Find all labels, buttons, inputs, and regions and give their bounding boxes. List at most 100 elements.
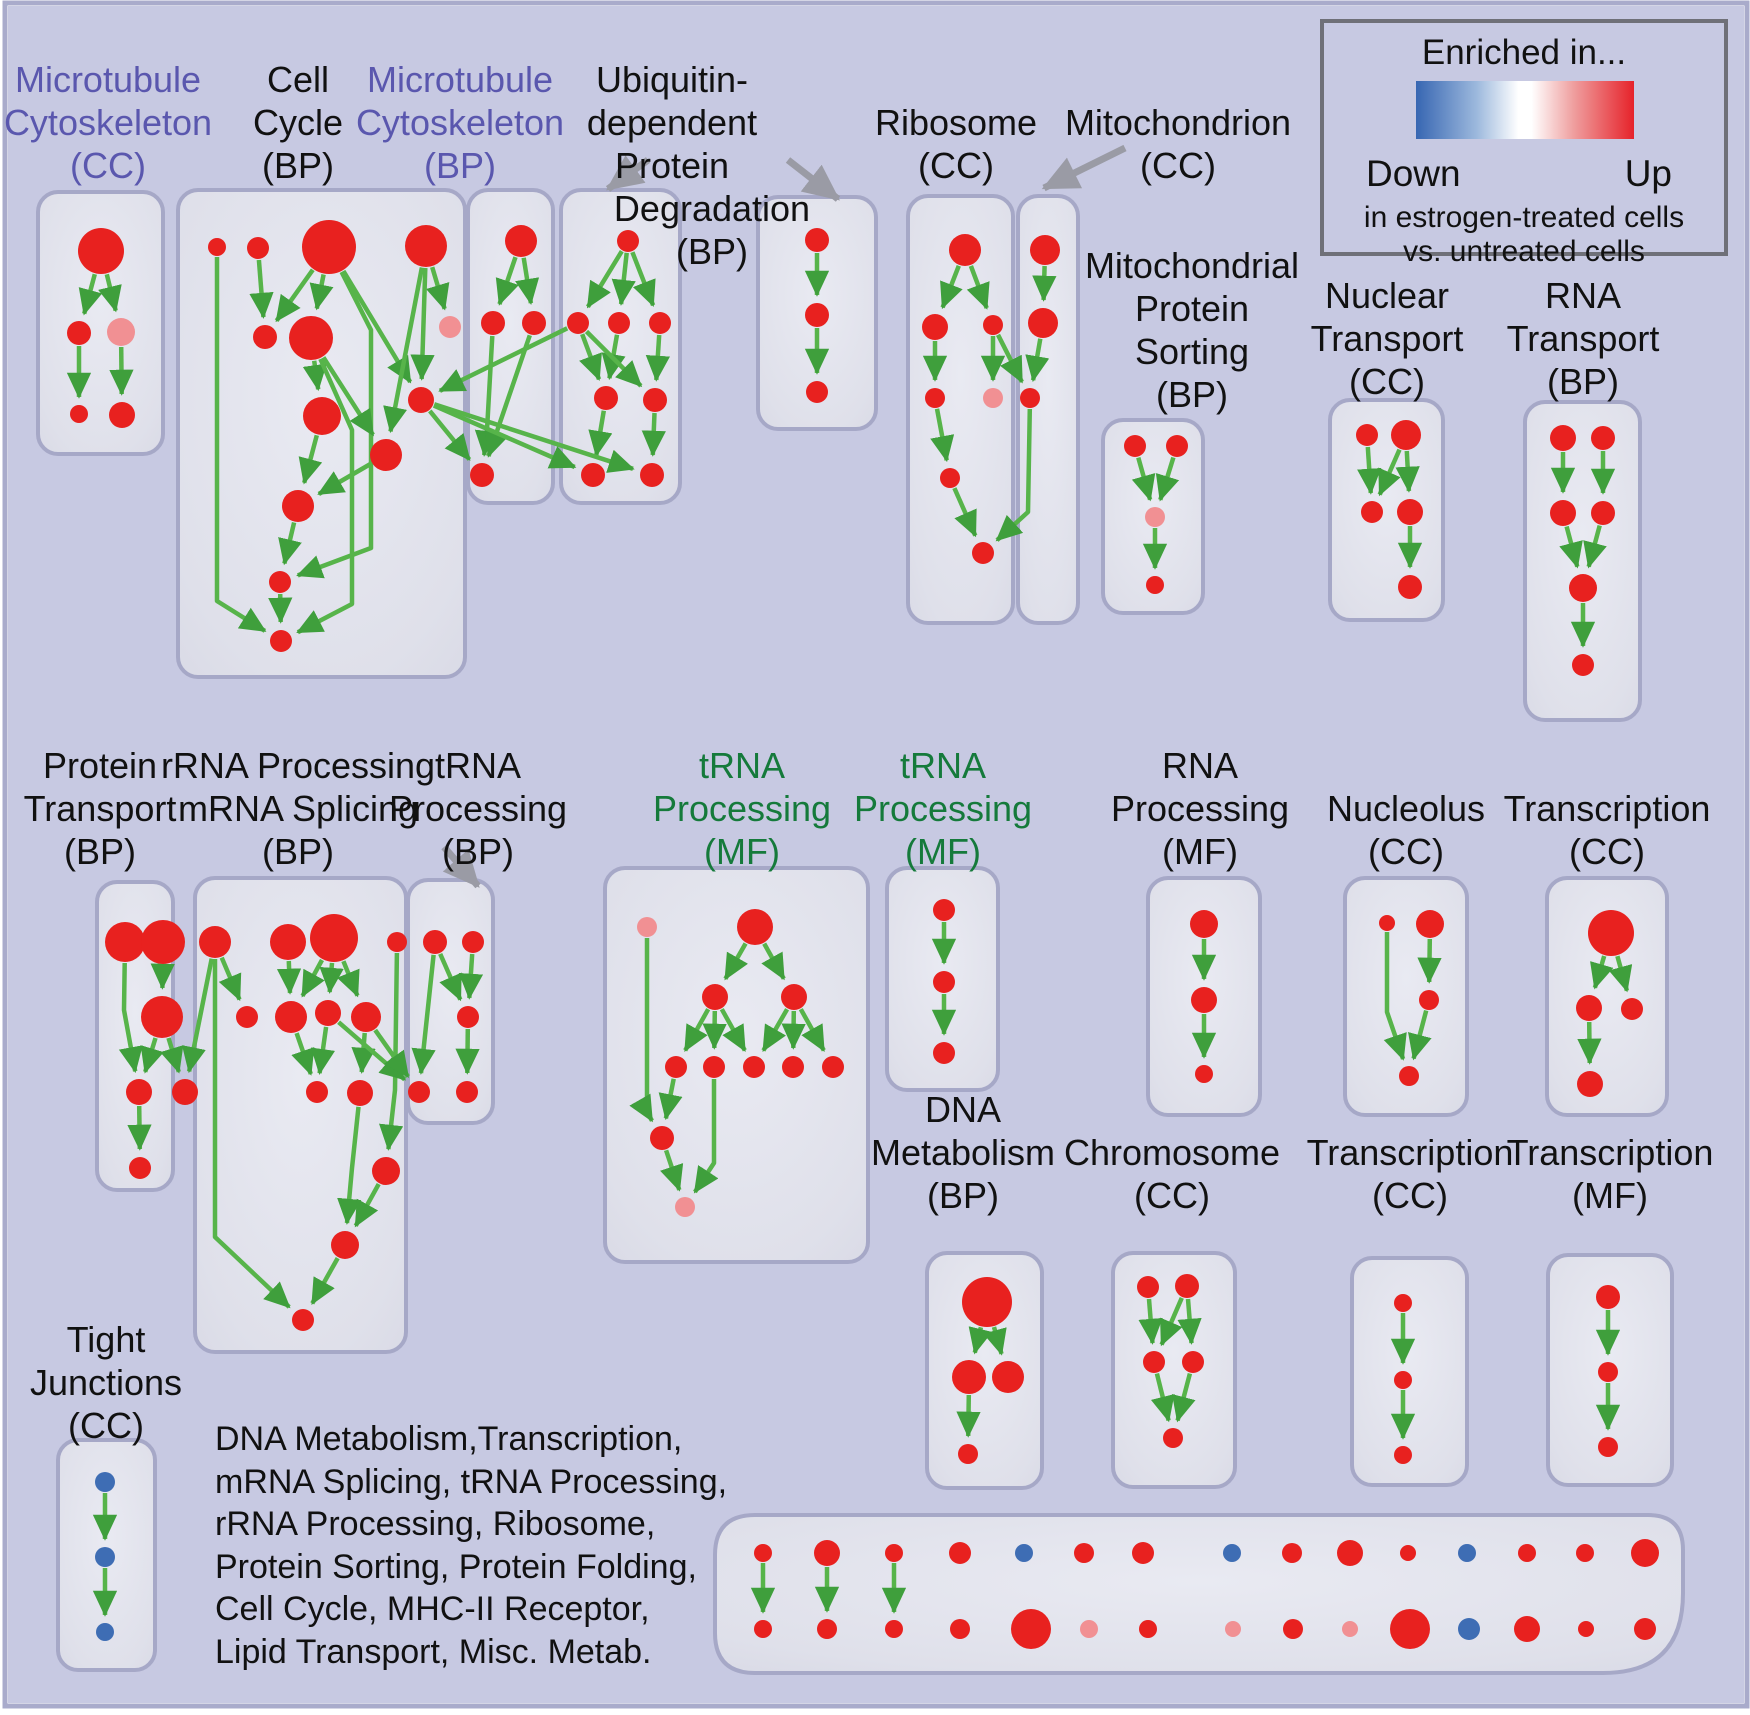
edge-arrow bbox=[1417, 938, 1442, 984]
go-term-node-up bbox=[952, 1360, 986, 1394]
go-term-node-up bbox=[282, 490, 314, 522]
go-term-node-up bbox=[67, 321, 91, 345]
edge-arrow bbox=[309, 274, 334, 311]
go-term-node-up bbox=[141, 920, 185, 964]
go-term-node-up bbox=[754, 1544, 772, 1562]
go-term-node-up bbox=[247, 237, 269, 259]
edge-arrow bbox=[1177, 1298, 1202, 1345]
cluster-label-line: RNA bbox=[1545, 275, 1621, 316]
edge-arrow bbox=[140, 1037, 164, 1074]
note-line: DNA Metabolism,Transcription, bbox=[215, 1420, 683, 1458]
go-term-node-mild-up bbox=[439, 316, 461, 338]
cluster-label-line: (BP) bbox=[64, 831, 136, 872]
edge-arrow bbox=[1377, 448, 1402, 497]
go-term-node-down bbox=[95, 1547, 115, 1567]
go-term-node-up bbox=[1195, 1065, 1213, 1083]
go-term-node-up bbox=[351, 1002, 381, 1032]
cluster-label-line: (BP) bbox=[424, 145, 496, 186]
edge-arrow bbox=[658, 1078, 683, 1121]
go-term-node-up bbox=[1132, 1542, 1154, 1564]
legend-up-label: Up bbox=[1624, 153, 1672, 194]
cluster-label-ribosome: Ribosome (CC) bbox=[875, 102, 1037, 186]
edge-arrow bbox=[579, 333, 602, 381]
go-term-node-up bbox=[781, 984, 807, 1010]
cluster-label-nucleolus: Nucleolus (CC) bbox=[1327, 788, 1485, 872]
go-term-node-up bbox=[289, 316, 333, 360]
legend-title: Enriched in... bbox=[1421, 33, 1627, 72]
edge-arrow bbox=[495, 256, 519, 306]
edge-arrow bbox=[761, 942, 786, 981]
cluster-label-transcription-cc3: Transcription (CC) bbox=[1307, 1132, 1514, 1216]
go-term-node-up bbox=[950, 1619, 970, 1639]
go-term-node-up bbox=[275, 1001, 307, 1033]
go-term-node-up bbox=[949, 234, 981, 266]
cluster-label-line: (BP) bbox=[1156, 374, 1228, 415]
cluster-label-line: Transcription bbox=[1307, 1132, 1514, 1173]
cluster-label-line: (MF) bbox=[1572, 1175, 1648, 1216]
cluster-label-line: Cytoskeleton bbox=[4, 102, 212, 143]
go-term-node-up bbox=[405, 225, 447, 267]
edge-arrow bbox=[1383, 932, 1407, 1061]
edge-arrow bbox=[268, 593, 293, 624]
go-term-node-up bbox=[522, 311, 546, 335]
edge-arrow bbox=[296, 358, 355, 635]
edge-arrow bbox=[78, 273, 103, 316]
go-term-node-up bbox=[1390, 1609, 1430, 1649]
cluster-label-line: Processing bbox=[854, 788, 1032, 829]
go-term-node-up bbox=[126, 1079, 152, 1105]
cluster-label-line: (MF) bbox=[905, 831, 981, 872]
edge-arrow bbox=[585, 250, 624, 309]
edge-arrow bbox=[611, 252, 636, 306]
go-term-node-down bbox=[1458, 1618, 1480, 1640]
legend-endpoints: Down Up bbox=[1366, 153, 1672, 195]
go-term-node-up bbox=[754, 1620, 772, 1638]
cluster-label-line: Transcription bbox=[1504, 788, 1711, 829]
cluster-label-trna-bp: tRNA Processing (BP) bbox=[389, 745, 567, 872]
edge-arrow bbox=[276, 960, 302, 995]
cluster-label-line: Microtubule bbox=[15, 59, 201, 100]
edge-arrow bbox=[351, 1032, 376, 1074]
go-term-node-up bbox=[1394, 1446, 1412, 1464]
go-term-node-up bbox=[236, 1006, 258, 1028]
go-term-node-up bbox=[172, 1079, 198, 1105]
layer-labels: Microtubule Cytoskeleton (CC)Cell Cycle (BP)… bbox=[4, 59, 1713, 1446]
edge-arrow bbox=[353, 1183, 381, 1228]
cluster-label-mc-cc: Microtubule Cytoskeleton (CC) bbox=[4, 59, 212, 186]
cluster-box-misc bbox=[713, 1513, 1685, 1675]
edge-arrow bbox=[1150, 1373, 1175, 1423]
go-term-node-up bbox=[962, 1277, 1012, 1327]
cluster-label-line: DNA bbox=[925, 1089, 1001, 1130]
note-line: Protein Sorting, Protein Folding, bbox=[215, 1547, 697, 1586]
go-term-node-up bbox=[269, 571, 291, 593]
edge-arrow bbox=[645, 334, 670, 382]
go-term-node-up bbox=[481, 311, 505, 335]
go-term-node-up bbox=[315, 1000, 341, 1026]
cluster-label-dna-metabolism: DNA Metabolism (BP) bbox=[871, 1089, 1055, 1216]
cluster-label-line: Cycle bbox=[253, 102, 343, 143]
go-term-node-up bbox=[1011, 1609, 1051, 1649]
go-term-node-up bbox=[958, 1444, 978, 1464]
go-term-node-up bbox=[1143, 1351, 1165, 1373]
cluster-label-trna-mf-2: tRNA Processing (MF) bbox=[854, 745, 1032, 872]
edge-arrow bbox=[1159, 1297, 1184, 1347]
edge-arrow bbox=[1559, 525, 1583, 569]
cluster-label-line: RNA bbox=[1162, 745, 1238, 786]
edge-arrow bbox=[630, 251, 656, 307]
go-term-node-mild-up bbox=[983, 388, 1003, 408]
edge-arrow bbox=[641, 412, 666, 457]
layer-edges bbox=[66, 144, 1633, 1617]
go-term-node-up bbox=[1163, 1428, 1183, 1448]
cluster-label-line: Protein bbox=[615, 145, 729, 186]
edge-arrow bbox=[956, 1394, 981, 1438]
cluster-label-line: Processing bbox=[1111, 788, 1289, 829]
go-term-node-up bbox=[408, 387, 434, 413]
go-term-node-up bbox=[1175, 1274, 1199, 1298]
go-term-node-up bbox=[1591, 426, 1615, 450]
go-term-node-up bbox=[940, 468, 960, 488]
edge-arrow bbox=[458, 953, 484, 1000]
cluster-label-rna-transport: RNA Transport (BP) bbox=[1507, 275, 1660, 402]
legend-gradient-bar bbox=[1416, 81, 1634, 139]
go-term-node-down bbox=[96, 1623, 114, 1641]
